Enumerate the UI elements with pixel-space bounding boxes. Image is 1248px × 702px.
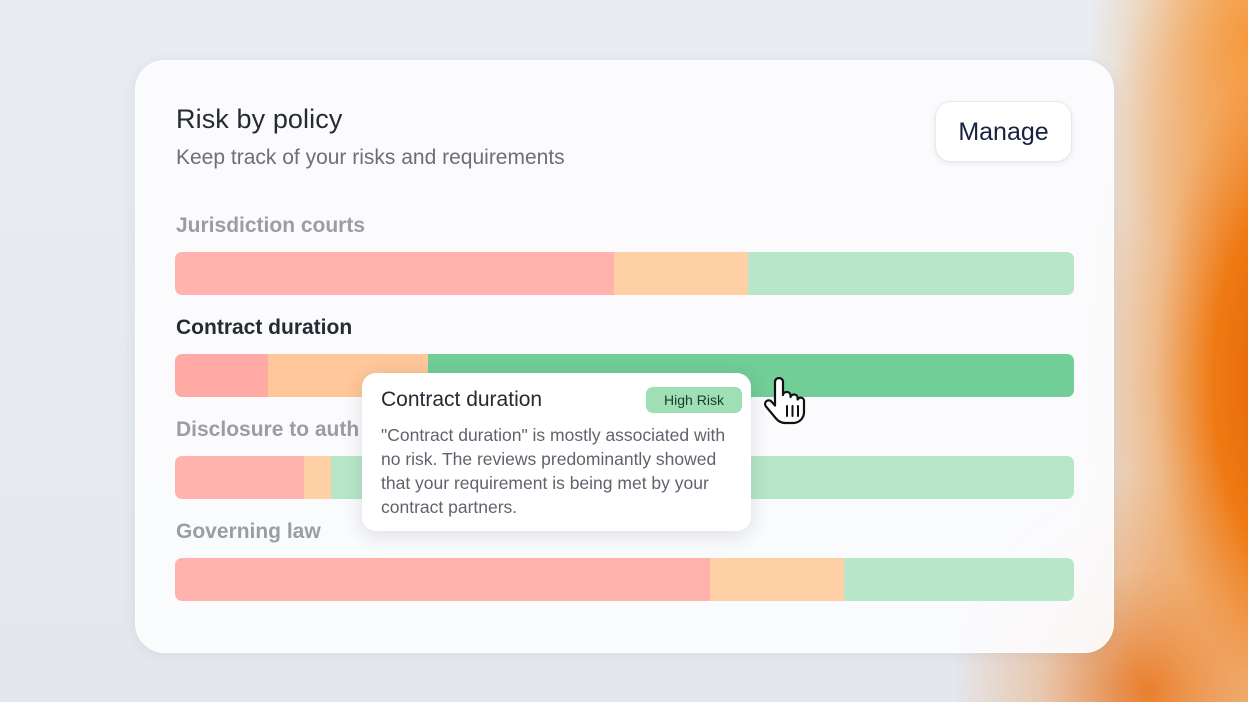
policy-tooltip: Contract duration High Risk "Contract du… [362, 373, 751, 531]
policy-bar-jurisdiction-courts[interactable] [175, 252, 1074, 295]
card-title: Risk by policy [176, 104, 343, 134]
policy-label-disclosure-to-authorities: Disclosure to auth [176, 418, 360, 441]
no-risk-segment[interactable] [747, 252, 1074, 295]
high-risk-segment[interactable] [175, 354, 268, 397]
manage-button[interactable]: Manage [935, 101, 1072, 162]
policy-label-jurisdiction-courts: Jurisdiction courts [176, 214, 366, 237]
policy-label-governing-law: Governing law [176, 520, 321, 543]
high-risk-segment[interactable] [175, 558, 710, 601]
tooltip-title: Contract duration [381, 388, 543, 411]
no-risk-segment[interactable] [843, 558, 1074, 601]
risk-by-policy-card: Risk by policy Keep track of your risks … [135, 60, 1114, 653]
card-subtitle: Keep track of your risks and requirement… [176, 146, 565, 169]
hand-pointer-icon [763, 376, 806, 425]
medium-risk-segment[interactable] [613, 252, 748, 295]
medium-risk-segment[interactable] [303, 456, 332, 499]
policy-label-contract-duration: Contract duration [176, 316, 353, 339]
medium-risk-segment[interactable] [709, 558, 844, 601]
tooltip-description: "Contract duration" is mostly associated… [381, 425, 726, 517]
risk-badge: High Risk [646, 387, 742, 413]
high-risk-segment[interactable] [175, 252, 614, 295]
high-risk-segment[interactable] [175, 456, 304, 499]
policy-bar-governing-law[interactable] [175, 558, 1074, 601]
